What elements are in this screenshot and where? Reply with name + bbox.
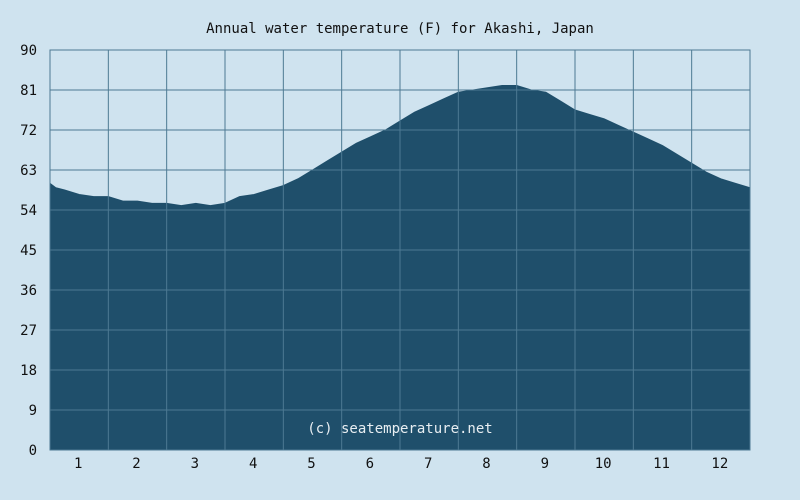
x-tick-label: 4 <box>249 456 257 472</box>
y-tick-label: 72 <box>20 123 37 139</box>
y-tick-label: 36 <box>20 283 37 299</box>
x-axis-ticks: 1 2 3 4 5 6 7 8 9 10 11 12 <box>74 456 728 472</box>
grid-layer <box>49 49 751 451</box>
copyright-watermark: (c) seatemperature.net <box>307 421 492 437</box>
chart-title: Annual water temperature (F) for Akashi,… <box>206 21 594 37</box>
x-tick-label: 12 <box>711 456 728 472</box>
x-tick-label: 1 <box>74 456 82 472</box>
y-tick-label: 54 <box>20 203 37 219</box>
y-tick-label: 9 <box>29 403 37 419</box>
y-tick-label: 27 <box>20 323 37 339</box>
y-axis-ticks: 0 9 18 27 36 45 54 63 72 81 90 <box>20 43 37 459</box>
x-tick-label: 9 <box>541 456 549 472</box>
y-tick-label: 18 <box>20 363 37 379</box>
y-tick-label: 90 <box>20 43 37 59</box>
x-tick-label: 11 <box>653 456 670 472</box>
x-tick-label: 5 <box>307 456 315 472</box>
x-tick-label: 6 <box>366 456 374 472</box>
plot-frame <box>49 49 751 451</box>
x-tick-label: 2 <box>132 456 140 472</box>
y-tick-label: 45 <box>20 243 37 259</box>
x-tick-label: 10 <box>595 456 612 472</box>
y-tick-label: 63 <box>20 163 37 179</box>
y-tick-label: 81 <box>20 83 37 99</box>
x-tick-label: 3 <box>191 456 199 472</box>
x-tick-label: 8 <box>482 456 490 472</box>
y-tick-label: 0 <box>29 443 37 459</box>
x-tick-label: 7 <box>424 456 432 472</box>
